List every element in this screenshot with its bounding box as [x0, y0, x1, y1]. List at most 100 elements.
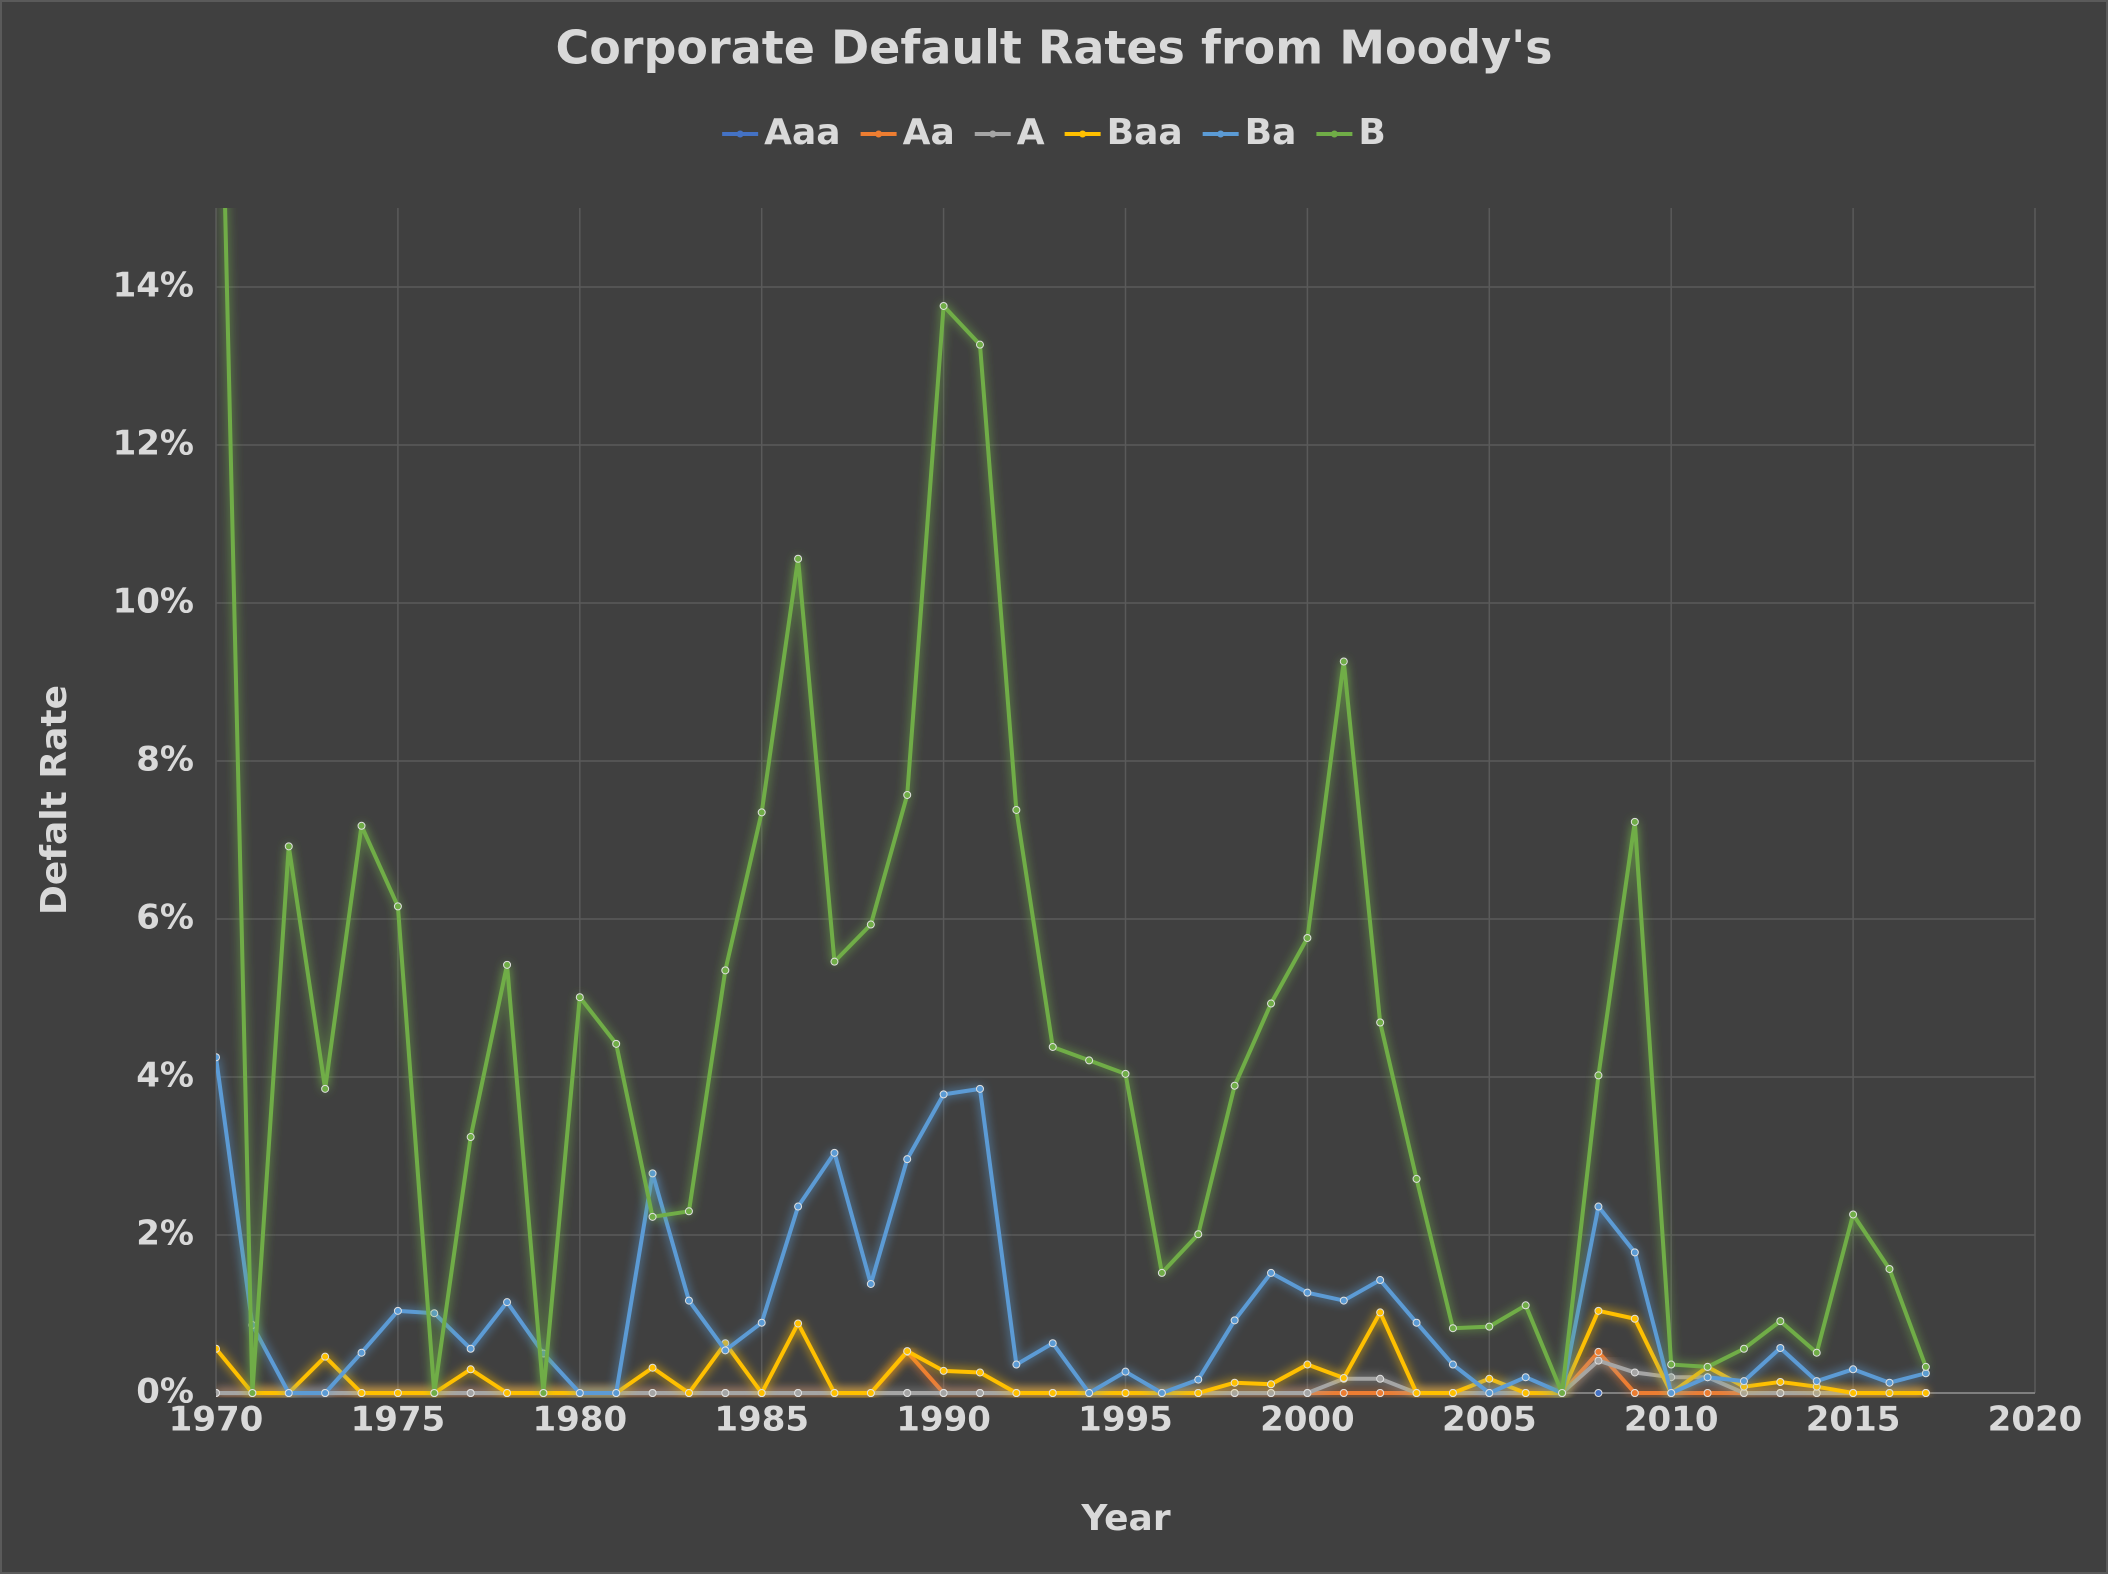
point	[430, 1309, 439, 1318]
point	[1921, 1362, 1930, 1371]
point	[1267, 1389, 1276, 1397]
legend-item: Baa	[1064, 112, 1183, 153]
y-tick-label: 10%	[113, 582, 194, 622]
point	[1121, 1069, 1130, 1078]
point	[1885, 1264, 1894, 1273]
point	[1703, 1389, 1712, 1397]
point	[1594, 1347, 1603, 1356]
point	[903, 1347, 912, 1356]
point	[466, 1133, 475, 1142]
legend-label: Baa	[1107, 112, 1183, 153]
point	[648, 1212, 657, 1221]
point	[794, 1389, 803, 1397]
point	[939, 1389, 948, 1397]
point	[830, 957, 839, 966]
point	[357, 1389, 366, 1397]
x-tick-label: 2010	[1624, 1400, 1719, 1440]
point	[284, 1389, 293, 1397]
point	[794, 1319, 803, 1328]
point	[357, 1348, 366, 1357]
y-tick-label: 4%	[136, 1056, 194, 1096]
point	[975, 1368, 984, 1377]
point	[1594, 1356, 1603, 1365]
point	[1376, 1276, 1385, 1285]
point	[1085, 1056, 1094, 1065]
legend-label: Aa	[903, 112, 955, 153]
series-line	[216, 1308, 1926, 1395]
point	[1376, 1308, 1385, 1317]
point	[1194, 1375, 1203, 1384]
point	[539, 1389, 548, 1397]
point	[1776, 1377, 1785, 1386]
point	[357, 821, 366, 830]
point	[1412, 1318, 1421, 1327]
point	[1048, 1389, 1057, 1397]
point	[721, 1389, 730, 1397]
point	[1630, 817, 1639, 826]
x-axis-label: Year	[1080, 1498, 1170, 1539]
point	[1230, 1378, 1239, 1387]
legend-item: Ba	[1202, 112, 1297, 153]
point	[903, 1155, 912, 1164]
point	[1776, 1317, 1785, 1326]
point	[612, 1039, 621, 1048]
y-tick-label: 14%	[113, 266, 194, 306]
point	[1267, 1268, 1276, 1277]
point	[1448, 1389, 1457, 1397]
point	[757, 1318, 766, 1327]
x-tick-label: 2005	[1442, 1400, 1537, 1440]
point	[866, 920, 875, 929]
point	[1885, 1389, 1894, 1397]
point	[1739, 1344, 1748, 1353]
point	[503, 1298, 512, 1307]
point	[1630, 1314, 1639, 1323]
point	[1521, 1389, 1530, 1397]
point	[648, 1363, 657, 1372]
point	[939, 1090, 948, 1099]
point	[284, 842, 293, 851]
point	[1594, 1071, 1603, 1080]
point	[1303, 1288, 1312, 1297]
point	[1921, 1389, 1930, 1397]
legend-item: A	[974, 112, 1045, 153]
point	[1230, 1316, 1239, 1325]
point	[1121, 1367, 1130, 1376]
point	[1812, 1348, 1821, 1357]
point	[757, 1389, 766, 1397]
y-axis-label: Defalt Rate	[34, 685, 75, 915]
y-tick-label: 0%	[136, 1372, 194, 1412]
point	[1521, 1301, 1530, 1310]
x-tick-label: 1975	[351, 1400, 446, 1440]
point	[975, 340, 984, 349]
x-tick-label: 2000	[1260, 1400, 1355, 1440]
point	[612, 1389, 621, 1397]
legend-label: Ba	[1245, 112, 1297, 153]
point	[1703, 1373, 1712, 1382]
legend-marker	[1079, 130, 1087, 138]
point	[1594, 1389, 1603, 1397]
point	[939, 1366, 948, 1375]
point	[1339, 1296, 1348, 1305]
point	[939, 301, 948, 310]
x-tick-label: 1990	[896, 1400, 991, 1440]
y-tick-label: 12%	[113, 424, 194, 464]
point	[503, 1389, 512, 1397]
point	[321, 1389, 330, 1397]
point	[216, 1389, 220, 1397]
point	[1012, 805, 1021, 814]
point	[830, 1148, 839, 1157]
point	[975, 1084, 984, 1093]
point	[866, 1389, 875, 1397]
point	[1849, 1389, 1858, 1397]
point	[721, 966, 730, 975]
legend-label: A	[1017, 112, 1045, 153]
point	[1085, 1389, 1094, 1397]
point	[393, 1306, 402, 1315]
point	[794, 554, 803, 563]
point	[1048, 1339, 1057, 1348]
point	[1849, 1210, 1858, 1219]
x-tick-label: 2020	[1988, 1400, 2083, 1440]
point	[1303, 1389, 1312, 1397]
point	[1703, 1362, 1712, 1371]
legend-marker	[736, 130, 744, 138]
